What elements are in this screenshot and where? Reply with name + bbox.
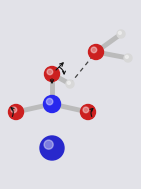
Circle shape <box>118 31 121 34</box>
Circle shape <box>40 136 64 160</box>
Circle shape <box>44 140 53 149</box>
Circle shape <box>67 81 70 84</box>
Circle shape <box>89 44 103 60</box>
Circle shape <box>8 105 24 119</box>
Circle shape <box>91 47 97 53</box>
FancyBboxPatch shape <box>4 4 137 185</box>
Circle shape <box>47 69 53 75</box>
Circle shape <box>44 95 60 112</box>
Circle shape <box>117 30 125 38</box>
Circle shape <box>125 55 128 58</box>
Circle shape <box>11 107 17 113</box>
Circle shape <box>45 67 60 81</box>
Circle shape <box>81 105 95 119</box>
Circle shape <box>66 80 74 88</box>
Circle shape <box>46 98 53 105</box>
Circle shape <box>124 54 132 62</box>
Circle shape <box>83 107 89 113</box>
